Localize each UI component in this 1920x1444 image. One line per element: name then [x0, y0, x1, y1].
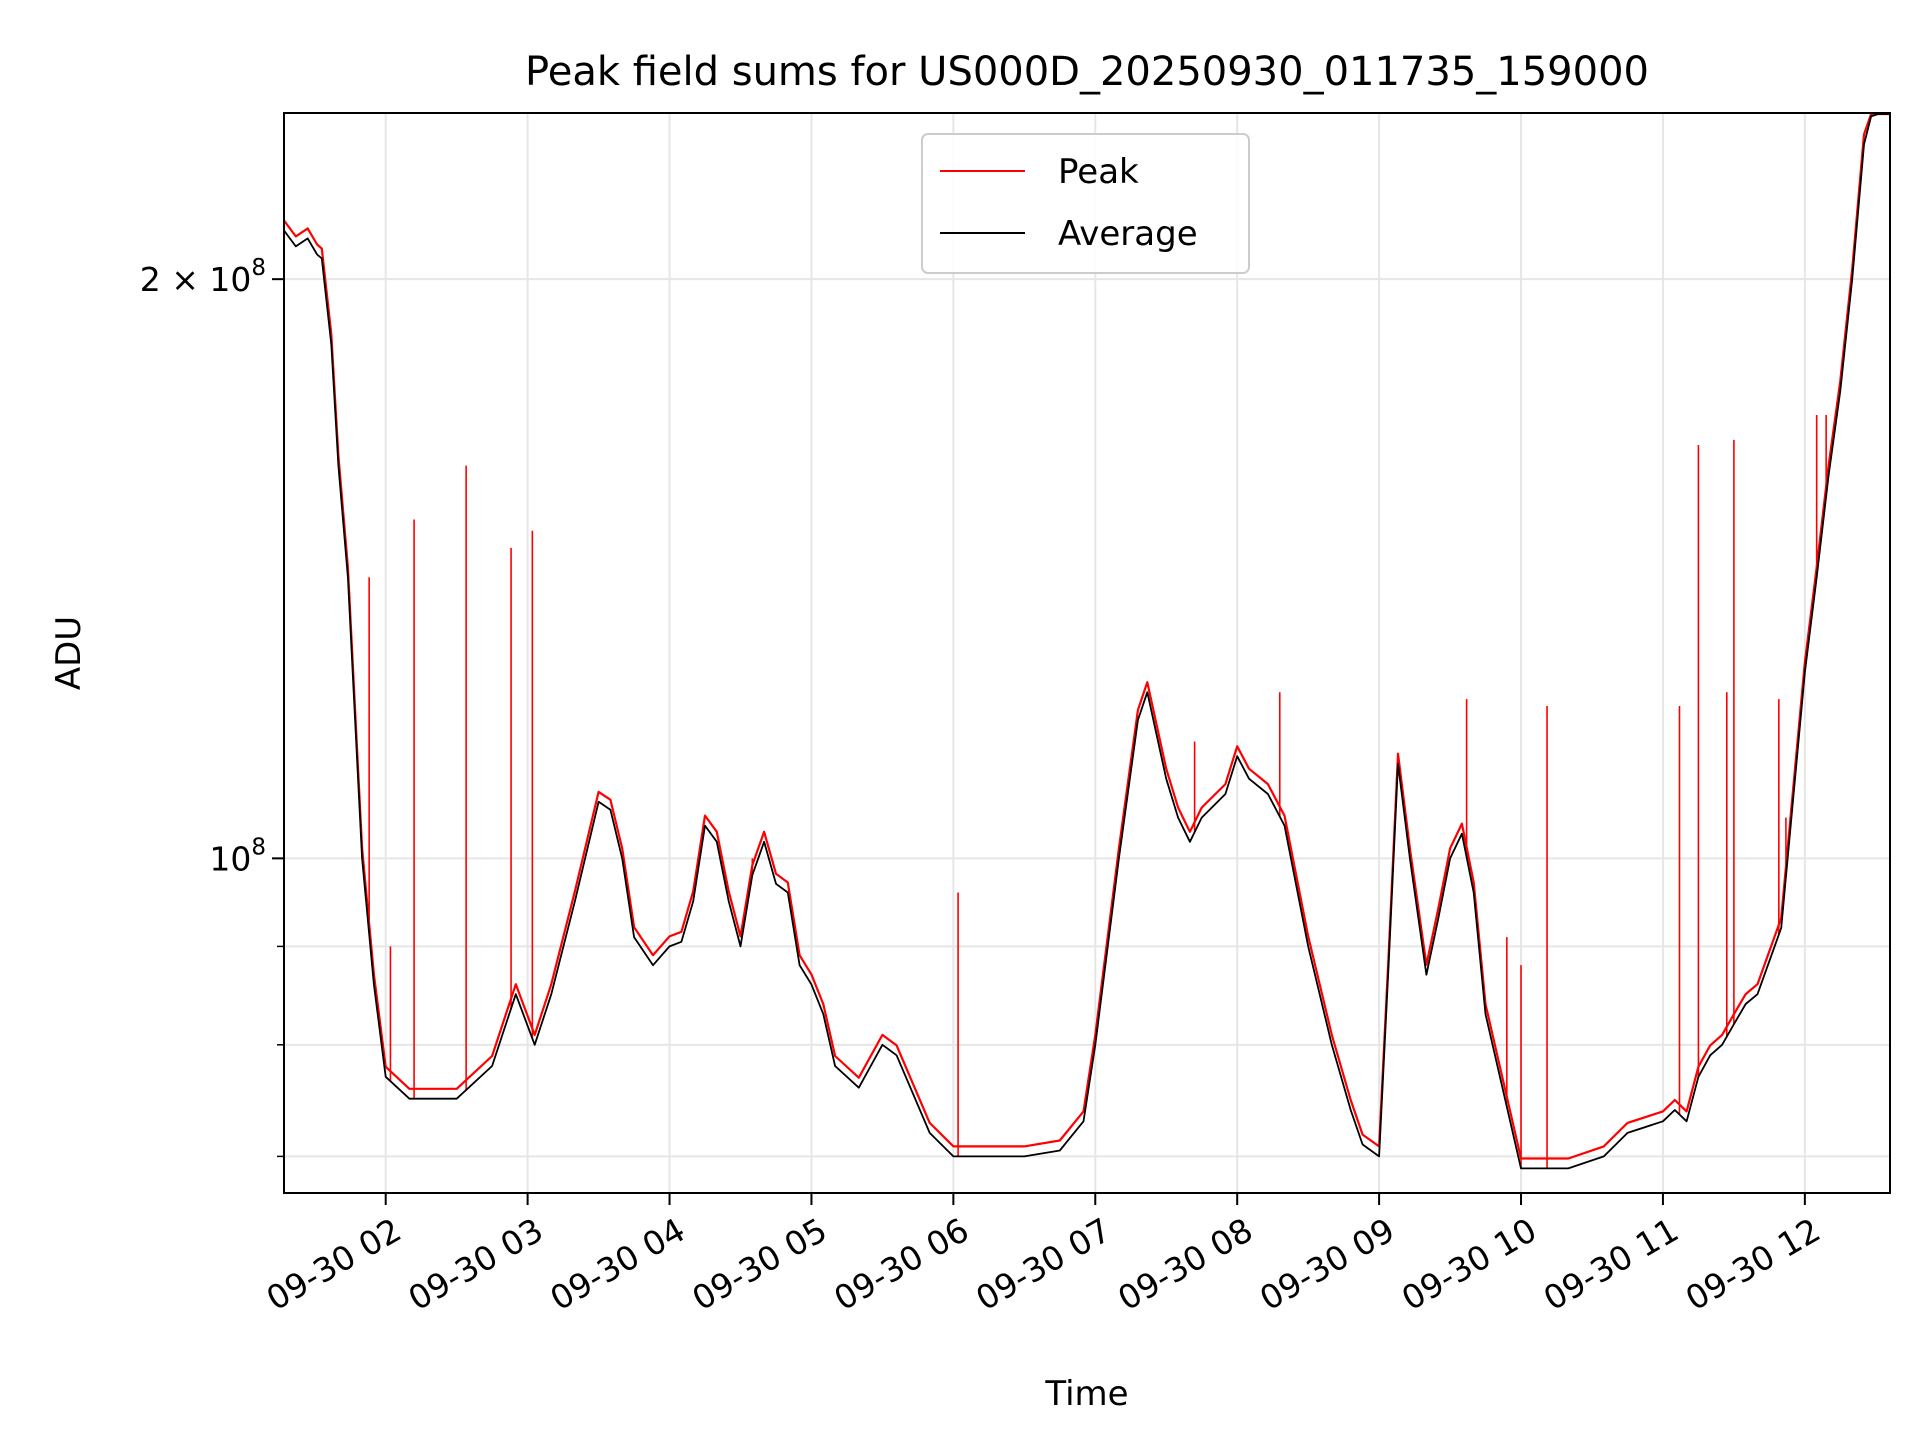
x-axis-label: Time — [1044, 1374, 1128, 1414]
legend: Peak Average — [921, 133, 1250, 274]
plot-frame — [283, 112, 1891, 1194]
legend-box — [921, 133, 1250, 274]
chart-title: Peak field sums for US000D_20250930_0117… — [525, 49, 1649, 95]
y-tick-label: 108 — [209, 834, 266, 878]
y-axis-label: ADU — [49, 616, 89, 690]
y-tick-label: 2 × 108 — [140, 255, 266, 299]
series-line-average — [283, 113, 1890, 1170]
legend-label-average: Average — [1058, 214, 1198, 254]
legend-label-peak: Peak — [1058, 152, 1139, 192]
series-line-peak — [283, 112, 1890, 1160]
series-layer — [283, 112, 1890, 1170]
grid — [284, 113, 1890, 1193]
